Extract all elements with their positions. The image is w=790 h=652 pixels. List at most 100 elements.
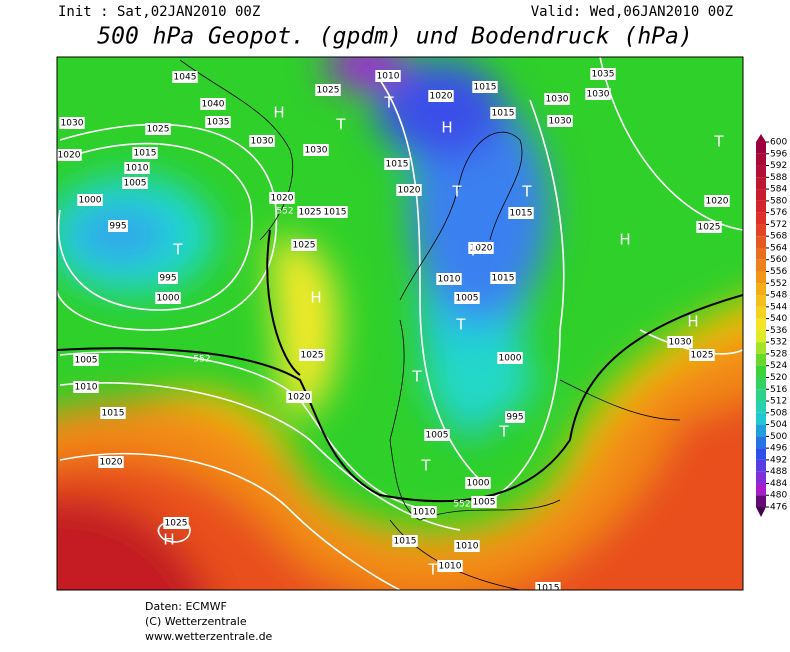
isobar-label: 1000 xyxy=(79,196,102,206)
label-box xyxy=(299,349,325,361)
label-box xyxy=(77,194,103,206)
pressure-center: T xyxy=(455,316,466,334)
isobar-label: 1010 xyxy=(438,275,461,285)
pressure-center: T xyxy=(383,94,394,112)
colorbar-label: 580 xyxy=(770,196,787,206)
label-box xyxy=(57,149,82,161)
colorbar-swatch xyxy=(756,247,766,260)
label-box xyxy=(437,560,463,572)
colorbar-label: 496 xyxy=(770,444,787,454)
colorbar-label: 512 xyxy=(770,397,787,407)
colorbar-label: 572 xyxy=(770,220,787,230)
isobar-label: 1010 xyxy=(377,72,400,82)
colorbar-label: 596 xyxy=(770,149,787,159)
height-label: 552 xyxy=(453,500,470,510)
label-box xyxy=(303,144,329,156)
colorbar-swatch xyxy=(756,212,766,225)
isobar-label: 1030 xyxy=(587,90,610,100)
isobar-label: 1015 xyxy=(386,160,409,170)
isobar-label: 1010 xyxy=(439,562,462,572)
label-box xyxy=(465,477,491,489)
isobar-label: 1020 xyxy=(398,186,421,196)
colorbar-swatch xyxy=(756,318,766,331)
pressure-center: H xyxy=(687,313,698,331)
contour-552 xyxy=(57,294,743,503)
label-box xyxy=(124,162,150,174)
label-box xyxy=(696,221,722,233)
colorbar-swatch xyxy=(756,224,766,237)
footer-line: www.wetterzentrale.de xyxy=(145,630,273,643)
isobar-label: 1030 xyxy=(549,117,572,127)
label-box xyxy=(73,381,99,393)
isobar-label: 995 xyxy=(506,413,523,423)
label-box xyxy=(286,391,312,403)
isobar-label: 1015 xyxy=(474,83,497,93)
isobar-label: 1005 xyxy=(75,356,98,366)
colorbar-swatch xyxy=(756,165,766,178)
colorbar-swatch xyxy=(756,342,766,354)
colorbar-label: 576 xyxy=(770,208,787,218)
colorbar-swatch xyxy=(756,306,766,319)
isobar-label: 1025 xyxy=(691,351,714,361)
label-box xyxy=(145,123,171,135)
colorbar-label: 536 xyxy=(770,326,787,336)
pressure-center: H xyxy=(163,531,174,549)
colorbar-label: 540 xyxy=(770,314,787,324)
colorbar-label: 548 xyxy=(770,291,787,301)
isobar-label: 1015 xyxy=(134,149,157,159)
colorbar-label: 508 xyxy=(770,408,787,418)
isobar-label: 1025 xyxy=(293,241,316,251)
height-label: 552 xyxy=(276,207,293,217)
colorbar-label: 544 xyxy=(770,302,787,312)
label-box xyxy=(205,116,231,128)
isobar-label: 1020 xyxy=(288,393,311,403)
pressure-center: H xyxy=(273,104,284,122)
colorbar-swatch xyxy=(756,271,766,284)
label-box xyxy=(490,272,516,284)
label-box xyxy=(291,239,317,251)
label-box xyxy=(411,506,437,518)
colorbar-label: 480 xyxy=(770,491,787,501)
map-labels: 1045 1040 1035 1030 1025 1030 1030 1020 1015 1010… xyxy=(57,68,730,594)
isobar-label: 1000 xyxy=(467,479,490,489)
label-box xyxy=(269,192,295,204)
map-frame xyxy=(56,56,744,591)
colorbar-label: 568 xyxy=(770,232,787,242)
colorbar-swatch xyxy=(756,412,766,425)
colorbar-swatch xyxy=(756,353,766,366)
colorbar-swatch xyxy=(756,448,766,460)
isobar-label: 1015 xyxy=(492,109,515,119)
colorbar-label: 532 xyxy=(770,338,787,348)
label-box xyxy=(155,292,181,304)
pressure-center: T xyxy=(498,423,509,441)
pressure-center: H xyxy=(310,289,321,307)
colorbar-swatch xyxy=(756,177,766,190)
colorbar-swatch xyxy=(756,295,766,307)
isobar-label: 1025 xyxy=(165,519,188,529)
isobar-label: 1015 xyxy=(102,409,125,419)
isobar-label: 1015 xyxy=(537,584,560,594)
colorbar-label: 564 xyxy=(770,243,787,253)
label-box xyxy=(472,81,498,93)
label-box xyxy=(428,90,454,102)
colorbar-swatch xyxy=(756,283,766,296)
colorbar-label: 584 xyxy=(770,185,787,195)
colorbar-label: 476 xyxy=(770,503,787,513)
label-box xyxy=(315,84,341,96)
isobar-label: 1000 xyxy=(499,354,522,364)
label-box xyxy=(585,88,611,100)
colorbar-label: 592 xyxy=(770,161,787,171)
colorbar-label: 500 xyxy=(770,432,787,442)
isobar-label: 1035 xyxy=(207,118,230,128)
isobar-label: 1015 xyxy=(394,537,417,547)
colorbar-label: 524 xyxy=(770,361,787,371)
colorbar-swatch xyxy=(756,377,766,390)
label-box xyxy=(497,352,523,364)
label-box xyxy=(172,71,198,83)
colorbar-cap xyxy=(756,134,766,142)
map: 1045 1040 1035 1030 1025 1030 1030 1020 1015 1010… xyxy=(57,57,743,594)
pressure-center: T xyxy=(172,241,183,259)
pressure-center: H xyxy=(441,119,452,137)
init-time: Init : Sat,02JAN2010 00Z xyxy=(58,4,260,20)
isobar-label: 1025 xyxy=(317,86,340,96)
